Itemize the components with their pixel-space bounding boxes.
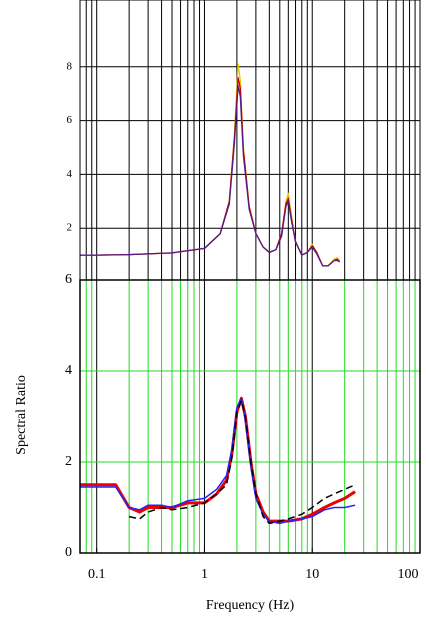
series-line	[80, 63, 341, 267]
y-tick-label: 4	[67, 168, 73, 180]
plot-frame	[79, 0, 421, 283]
y-tick-label: 0	[65, 545, 72, 560]
series-line	[80, 76, 341, 267]
y-tick-label: 8	[67, 60, 73, 72]
y-tick-label: 2	[65, 454, 72, 469]
y-tick-label: 2	[67, 222, 73, 234]
x-tick-label: 10	[305, 567, 319, 582]
series-line	[80, 397, 356, 525]
x-axis-label: Frequency (Hz)	[206, 598, 295, 613]
y-tick-label: 4	[65, 363, 72, 378]
y-tick-label: 6	[67, 114, 73, 126]
y-tick-label: 6	[65, 272, 72, 287]
plot-frame	[79, 279, 421, 554]
x-tick-label: 100	[398, 567, 419, 582]
x-tick-label: 1	[201, 567, 208, 582]
y-axis-label: Spectral Ratio	[14, 375, 29, 455]
x-tick-label: 0.1	[88, 567, 106, 582]
series-line	[80, 84, 340, 267]
plot-background	[80, 280, 420, 553]
series-line	[128, 399, 356, 525]
